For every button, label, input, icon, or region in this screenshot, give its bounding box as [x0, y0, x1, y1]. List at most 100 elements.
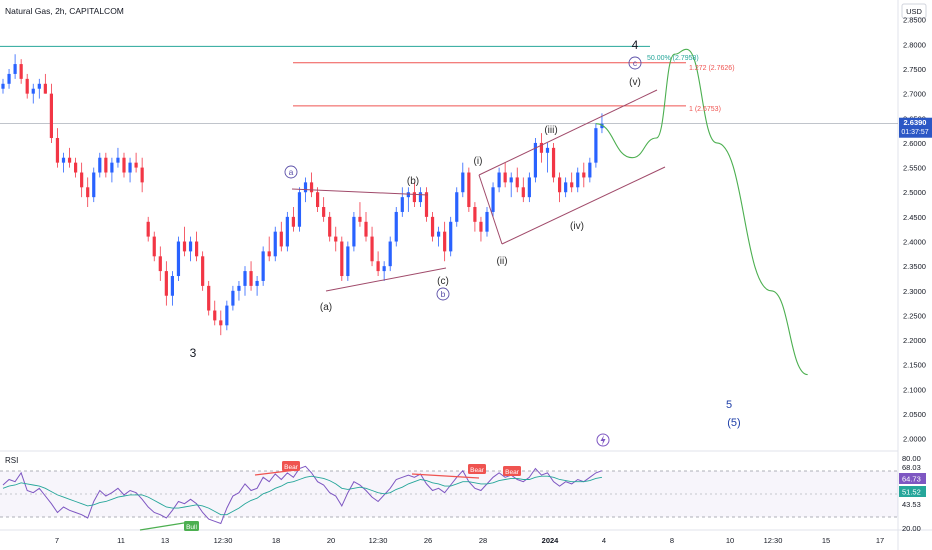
wave-label-5-paren: (5)	[727, 417, 740, 429]
time-tick-label: 17	[876, 536, 884, 545]
candle-body	[134, 162, 138, 168]
channel-lower-line	[501, 166, 666, 245]
time-tick-label: 12:30	[369, 536, 388, 545]
candle-body	[533, 142, 537, 178]
price-tick-label: 2.8000	[903, 40, 926, 49]
bull-marker: Bull	[186, 524, 197, 531]
candle-body	[104, 157, 108, 173]
rsi-panel: RSI Bear Bear Bear Bull 80.00 20.00 68.0…	[0, 454, 926, 533]
price-tick-label: 2.2500	[903, 311, 926, 320]
price-tick-label: 2.3000	[903, 287, 926, 296]
wave-label-a-paren: (a)	[320, 302, 332, 313]
wave-circle-b	[436, 287, 450, 301]
price-tick-label: 2.7500	[903, 65, 926, 74]
price-tick-label: 2.4000	[903, 238, 926, 247]
candle-body	[146, 221, 150, 237]
price-tick-label: 2.0000	[903, 435, 926, 444]
candle-body	[231, 290, 235, 306]
candle-body	[322, 207, 326, 217]
candle-body	[213, 310, 217, 321]
rsi-scale-80: 80.00	[902, 454, 921, 463]
candle-body	[545, 147, 550, 153]
candle-body	[576, 172, 580, 188]
rsi-tag-68: 68.03	[902, 463, 921, 472]
candle-body	[255, 280, 259, 286]
candle-body	[237, 285, 241, 291]
price-tick-label: 2.2000	[903, 336, 926, 345]
candle-body	[267, 251, 271, 257]
candle-body	[461, 172, 465, 193]
candle-body	[249, 271, 253, 286]
candle-body	[491, 187, 495, 212]
fib-labels: 50.00% (2.7958) 1.272 (2.7626) 1 (2.6753…	[647, 55, 735, 113]
price-tick-label: 2.8500	[903, 16, 926, 25]
candle-body	[152, 236, 156, 257]
candle-body	[207, 285, 211, 311]
candle-body	[467, 172, 471, 208]
candle-body	[412, 192, 416, 203]
rsi-label: RSI	[5, 456, 18, 465]
time-tick-label: 11	[117, 536, 125, 545]
wave-label-iv: (iv)	[570, 221, 584, 232]
candle-body	[497, 172, 501, 188]
price-tick-label: 2.7000	[903, 90, 926, 99]
drawings	[291, 89, 666, 292]
candle-body	[509, 177, 513, 183]
candle-body	[515, 177, 519, 188]
candle-body	[527, 177, 531, 198]
price-tick-label: 2.0500	[903, 410, 926, 419]
candle-body	[376, 261, 380, 272]
candle-body	[358, 216, 362, 222]
fib-label-1272: 1.272 (2.7626)	[689, 65, 735, 72]
candle-body	[303, 182, 308, 193]
wave-label-4: 4	[632, 38, 639, 52]
candle-body	[473, 207, 477, 222]
time-axis-ticks: 7 11 13 12:30 18 20 12:30 26 28 2024 4 8 10 12:30 15 17	[55, 536, 884, 545]
candle-body	[116, 157, 120, 163]
candle-body	[7, 73, 11, 84]
candle-body	[170, 276, 174, 296]
candle-body	[449, 221, 453, 252]
bull-divergence	[139, 521, 191, 531]
wave-label-v: (v)	[629, 77, 641, 88]
candle-body	[430, 216, 435, 237]
candle-body	[437, 231, 441, 237]
candle-body	[551, 147, 556, 178]
time-tick-label: 13	[161, 536, 169, 545]
currency-box[interactable]	[901, 3, 927, 19]
candle-body	[539, 142, 544, 153]
time-tick-label: 28	[479, 536, 487, 545]
wave-label-ii: (ii)	[496, 256, 507, 267]
candle-body	[352, 216, 356, 247]
candle-body	[370, 236, 374, 262]
lightning-event-icon[interactable]	[596, 433, 610, 447]
price-axis-ticks: 2.85002.80002.75002.70002.65002.60002.55…	[903, 16, 926, 444]
bear-marker-1-box	[282, 461, 300, 471]
candle-body	[382, 266, 386, 272]
candle-body	[188, 241, 193, 252]
candle-body	[334, 236, 338, 242]
wave-label-c-paren: (c)	[437, 276, 449, 287]
price-tick-label: 2.1500	[903, 361, 926, 370]
candle-body	[297, 192, 302, 227]
wave-circle-c	[628, 56, 642, 70]
candle-body	[479, 221, 483, 232]
rsi-line	[2, 465, 603, 525]
candle-body	[67, 157, 72, 163]
candle-body	[122, 157, 126, 173]
bear-marker-2-box	[468, 464, 486, 474]
candle-body	[316, 192, 320, 208]
candle-body	[201, 256, 205, 286]
time-tick-label: 4	[602, 536, 606, 545]
candle-body	[182, 241, 187, 252]
rsi-scale-20: 20.00	[902, 524, 921, 533]
wave-label-3: 3	[190, 346, 197, 360]
fib-label-50: 50.00% (2.7958)	[647, 55, 699, 62]
candle-body	[455, 192, 459, 222]
candle-body	[140, 167, 144, 183]
time-tick-label: 26	[424, 536, 432, 545]
price-tick-label: 2.6000	[903, 139, 926, 148]
candle-body	[503, 172, 507, 183]
time-tick-label: 7	[55, 536, 59, 545]
